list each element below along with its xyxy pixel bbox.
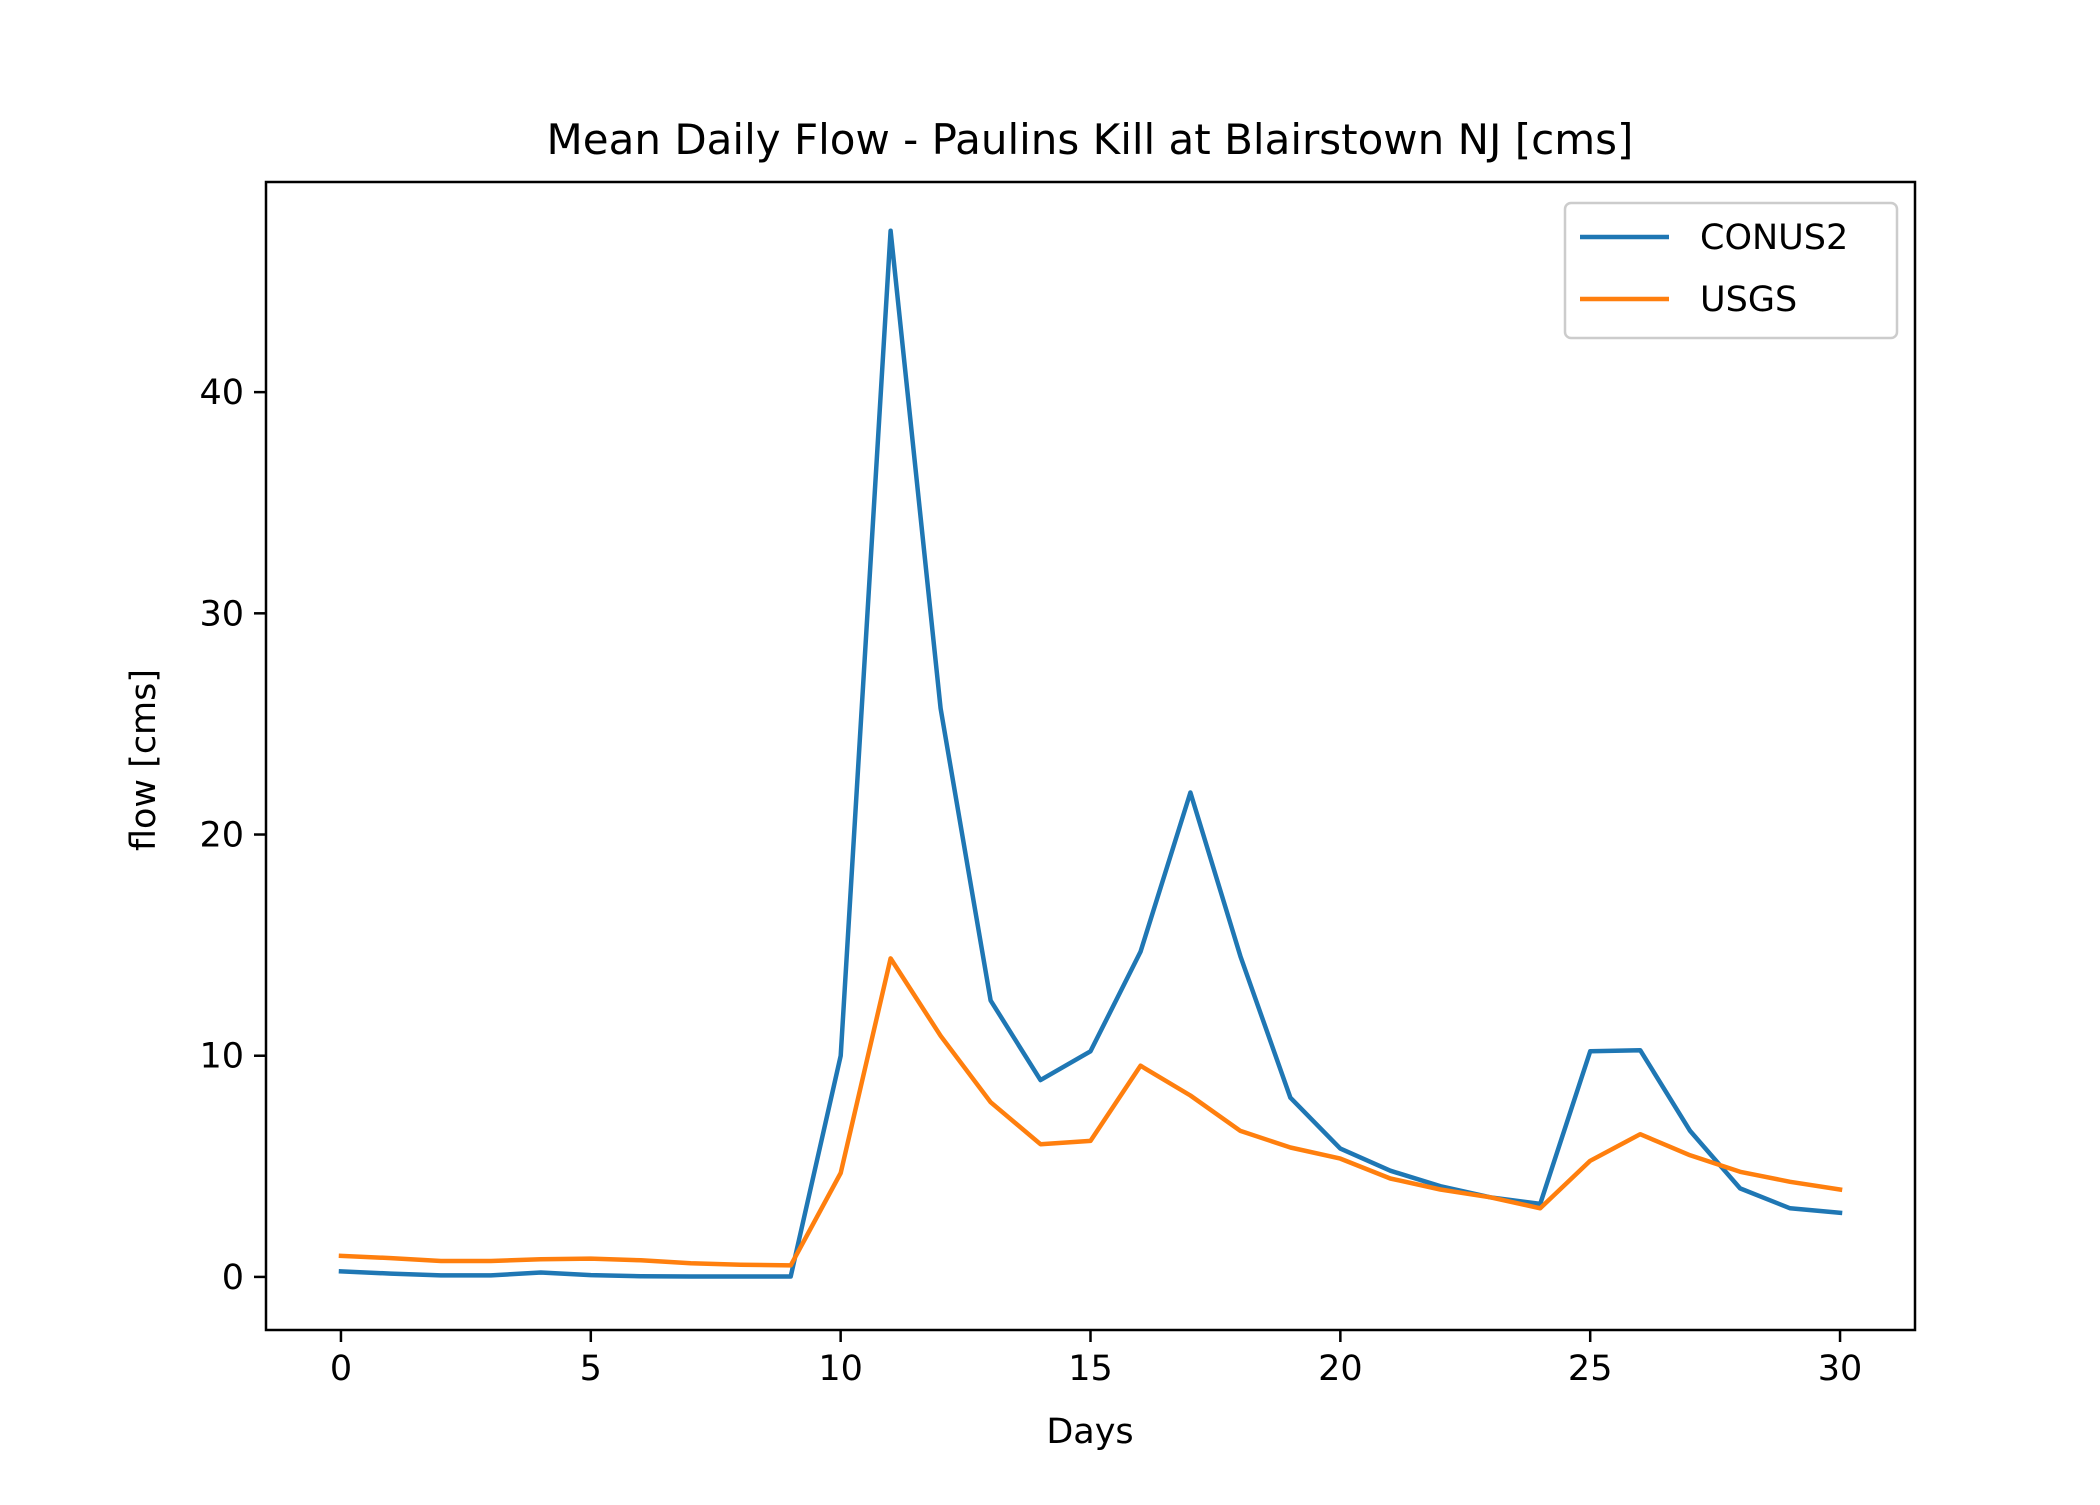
axis-ticks: 0 5 10 15 20 25 30 0 10 20 30 40 xyxy=(199,373,1862,1389)
y-tick-label: 0 xyxy=(222,1258,244,1298)
x-axis-label: Days xyxy=(1046,1412,1133,1452)
y-tick-label: 40 xyxy=(199,373,244,413)
series-lines xyxy=(338,228,1843,1279)
legend: CONUS2 USGS xyxy=(1563,201,1899,340)
x-tick-label: 20 xyxy=(1318,1349,1363,1389)
series-line-usgs xyxy=(338,956,1843,1268)
y-tick-label: 10 xyxy=(199,1037,244,1077)
series-line-conus2 xyxy=(338,228,1843,1279)
x-tick-label: 10 xyxy=(818,1349,863,1389)
x-tick-label: 30 xyxy=(1818,1349,1863,1389)
x-tick-label: 5 xyxy=(580,1349,602,1389)
x-tick-label: 15 xyxy=(1068,1349,1113,1389)
y-axis-label: flow [cms] xyxy=(124,669,164,851)
y-tick-label: 20 xyxy=(199,816,244,856)
x-tick-label: 25 xyxy=(1568,1349,1613,1389)
legend-label-usgs: USGS xyxy=(1700,280,1797,320)
legend-label-conus2: CONUS2 xyxy=(1700,218,1848,258)
y-tick-label: 30 xyxy=(199,594,244,634)
plot-area-frame xyxy=(264,180,1917,1332)
chart-title: Mean Daily Flow - Paulins Kill at Blairs… xyxy=(547,115,1634,164)
x-tick-label: 0 xyxy=(330,1349,352,1389)
